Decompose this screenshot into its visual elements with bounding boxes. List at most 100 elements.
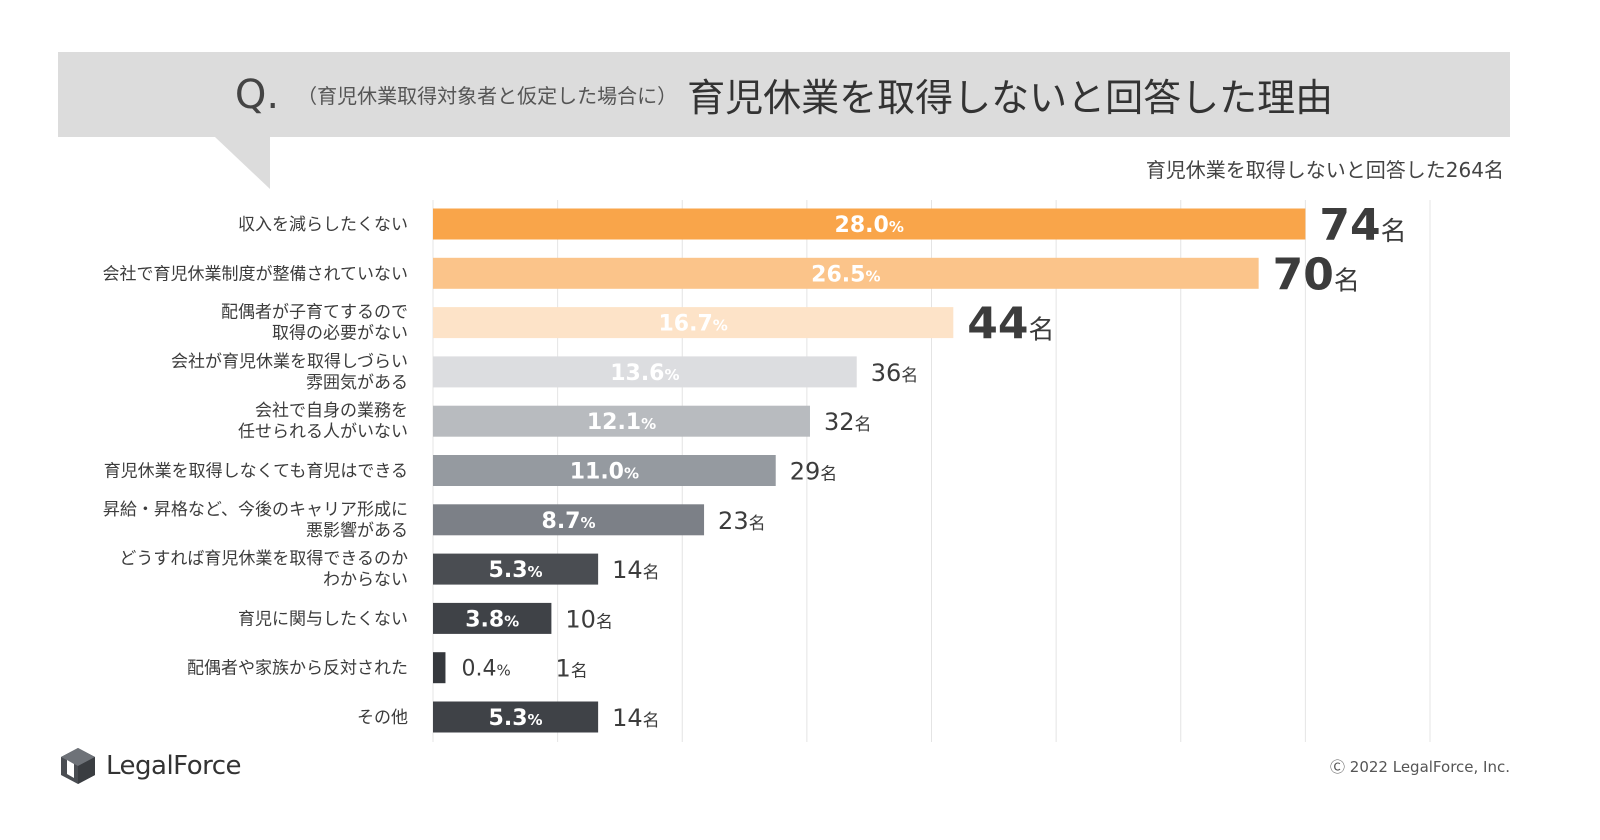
percent-unit: % [624, 465, 639, 483]
count-value: 23 [718, 507, 749, 535]
percent-label: 13.6% [610, 361, 679, 386]
category-label-line: 取得の必要がない [272, 324, 408, 344]
count-label: 29名 [790, 458, 838, 486]
percent-value: 12.1 [587, 410, 641, 435]
count-label: 1名 [555, 655, 587, 683]
count-value: 14 [612, 704, 643, 732]
category-label: 会社で育児休業制度が整備されていない [103, 264, 409, 284]
percent-value: 8.7 [542, 509, 581, 534]
category-label: 育児休業を取得しなくても育児はできる [104, 462, 408, 482]
category-label: 会社で自身の業務を任せられる人がいない [238, 401, 408, 442]
count-label: 32名 [824, 408, 872, 436]
count-value: 36 [871, 359, 902, 387]
question-mark: Q. [234, 71, 280, 118]
percent-label: 5.3% [489, 706, 543, 731]
category-label-line: 育児に関与したくない [238, 609, 408, 629]
bar [433, 455, 776, 486]
category-label-line: 育児休業を取得しなくても育児はできる [104, 462, 408, 482]
percent-label: 28.0% [835, 213, 904, 238]
category-label: 配偶者が子育てするので取得の必要がない [221, 303, 408, 344]
count-label: 10名 [565, 605, 613, 633]
percent-unit: % [889, 218, 904, 236]
category-label: 収入を減らしたくない [238, 215, 408, 235]
logo-text: LegalForce [106, 751, 242, 781]
percent-value: 28.0 [835, 213, 889, 238]
bar [433, 701, 599, 733]
category-label-line: 会社で育児休業制度が整備されていない [103, 264, 409, 284]
category-label: 育児に関与したくない [238, 609, 408, 629]
percent-value: 16.7 [658, 312, 712, 337]
count-value: 70 [1273, 249, 1334, 300]
category-label-line: その他 [357, 708, 408, 728]
category-label: 配偶者や家族から反対された [187, 659, 408, 679]
bar [433, 356, 857, 388]
percent-label: 0.4% [461, 657, 510, 682]
percent-label: 11.0% [570, 460, 639, 485]
category-label-line: 収入を減らしたくない [238, 215, 408, 235]
count-value: 44 [967, 299, 1028, 350]
percent-unit: % [528, 563, 543, 581]
count-value: 32 [824, 408, 855, 436]
bar [433, 504, 705, 536]
count-unit: 名 [1334, 266, 1360, 296]
percent-unit: % [664, 366, 679, 384]
percent-label: 16.7% [658, 312, 727, 337]
percent-unit: % [641, 415, 656, 433]
question-subtitle: （育児休業取得対象者と仮定した場合に） [297, 84, 678, 108]
bar [433, 257, 1259, 289]
count-unit: 名 [571, 662, 588, 682]
category-label-line: 昇給・昇格など、今後のキャリア形成に [103, 500, 408, 520]
percent-unit: % [713, 317, 728, 335]
category-label: 昇給・昇格など、今後のキャリア形成に悪影響がある [103, 500, 408, 541]
category-label-line: 配偶者が子育てするので [221, 303, 408, 323]
percent-unit: % [496, 662, 510, 680]
percent-value: 5.3 [489, 558, 528, 583]
count-value: 1 [555, 655, 570, 683]
count-label: 36名 [871, 359, 919, 387]
percent-value: 11.0 [570, 460, 624, 485]
category-label-line: 会社で自身の業務を [255, 401, 408, 421]
count-unit: 名 [901, 366, 918, 386]
percent-label: 3.8% [465, 607, 519, 632]
percent-unit: % [528, 711, 543, 729]
count-value: 74 [1319, 200, 1380, 251]
count-unit: 名 [643, 711, 660, 731]
percent-label: 26.5% [811, 262, 880, 287]
percent-label: 5.3% [489, 558, 543, 583]
count-label: 23名 [718, 507, 766, 535]
category-label-line: どうすれば育児休業を取得できるのか [119, 549, 408, 569]
count-unit: 名 [820, 465, 837, 485]
percent-unit: % [581, 514, 596, 532]
question-banner: Q. （育児休業取得対象者と仮定した場合に） 育児休業を取得しないと回答した理由 [58, 52, 1510, 137]
legalforce-logo: LegalForce [58, 746, 242, 786]
sample-size-note: 育児休業を取得しないと回答した264名 [1145, 158, 1504, 182]
bar [433, 602, 552, 634]
count-value: 14 [612, 556, 643, 584]
count-unit: 名 [855, 415, 872, 435]
percent-unit: % [504, 612, 519, 630]
category-label-line: 任せられる人がいない [238, 422, 408, 442]
percent-value: 3.8 [465, 607, 504, 632]
category-label-line: 配偶者や家族から反対された [187, 659, 408, 679]
category-label-line: 会社が育児休業を取得しづらい [171, 352, 408, 372]
category-label: どうすれば育児休業を取得できるのかわからない [119, 549, 408, 590]
percent-value: 26.5 [811, 262, 865, 287]
count-value: 29 [790, 458, 821, 486]
legalforce-cube-icon [61, 748, 95, 784]
bar [433, 405, 810, 437]
count-value: 10 [565, 605, 596, 633]
bar [433, 208, 1306, 240]
count-label: 70名 [1273, 249, 1360, 300]
percent-value: 0.4 [461, 657, 496, 682]
title-row: Q. （育児休業取得対象者と仮定した場合に） 育児休業を取得しないと回答した理由 [58, 52, 1510, 137]
bar [433, 553, 599, 585]
percent-label: 12.1% [587, 410, 656, 435]
count-unit: 名 [1381, 217, 1407, 247]
percent-label: 8.7% [542, 509, 596, 534]
count-unit: 名 [749, 514, 766, 534]
category-label: その他 [357, 708, 408, 728]
bar [433, 307, 954, 339]
category-label-line: 雰囲気がある [306, 373, 408, 393]
category-label-line: 悪影響がある [306, 521, 408, 541]
